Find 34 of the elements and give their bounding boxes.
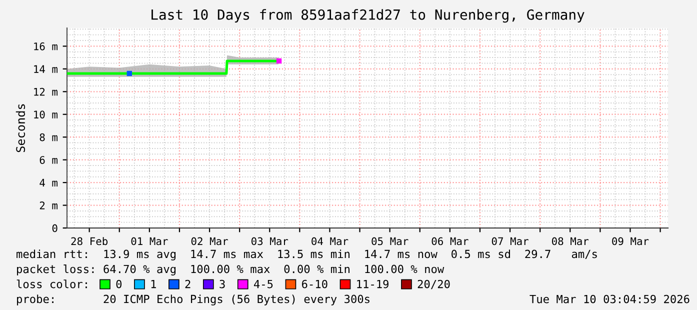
legend-label: 20/20 (418, 280, 450, 290)
text: Tue Mar 10 03:04:59 2026 (530, 294, 690, 304)
legend-label: 0 (116, 280, 122, 288)
y-tick-label: 10 m (34, 110, 58, 118)
x-tick-label: 07 Mar (492, 237, 528, 246)
y-axis-title: Seconds (16, 104, 26, 152)
x-tick-label: 05 Mar (372, 237, 408, 246)
legend-label: 3 (220, 280, 225, 288)
y-tick-label: 12 m (34, 88, 58, 96)
x-tick-label: 06 Mar (432, 237, 468, 246)
y-tick-label: 4 m (40, 178, 58, 187)
y-tick-label: 8 m (40, 133, 58, 142)
legend-label: 2 (185, 280, 190, 288)
y-tick-label: 6 m (40, 156, 58, 164)
legend-label: 1 (151, 280, 156, 288)
legend-label: 6-10 (302, 280, 328, 288)
y-tick-label: 2 m (40, 202, 58, 210)
legend-title: loss color: (16, 280, 87, 288)
chart-title: Last 10 Days from 8591aaf21d27 to Nurenberg, Germany (152, 9, 584, 23)
legend-label: 4-5 (254, 280, 273, 288)
y-tick-label: 14 m (34, 65, 58, 73)
text: median rtt: 13.9 ms avg 14.7 ms max 13.5 ms min 14.7 ms now 0.5 ms sd 29.7 am/s (16, 250, 597, 260)
x-tick-label: 28 Feb (71, 237, 108, 246)
x-tick-label: 09 Mar (612, 237, 649, 246)
x-tick-label: 08 Mar (552, 237, 589, 246)
legend-label: 11-19 (357, 280, 388, 288)
x-tick-label: 03 Mar (251, 237, 288, 246)
text: packet loss: 64.70 % avg 100.00 % max 0.00 % min 100.00 % now (17, 264, 444, 276)
x-tick-label: 01 Mar (131, 237, 168, 246)
x-tick-label: 04 Mar (312, 237, 348, 246)
y-tick-label: 0 (52, 224, 58, 232)
x-tick-label: 02 Mar (191, 237, 228, 246)
y-tick-label: 16 m (34, 42, 58, 50)
text: probe: 20 ICMP Echo Pings (56 Bytes) every 300s (17, 294, 370, 306)
